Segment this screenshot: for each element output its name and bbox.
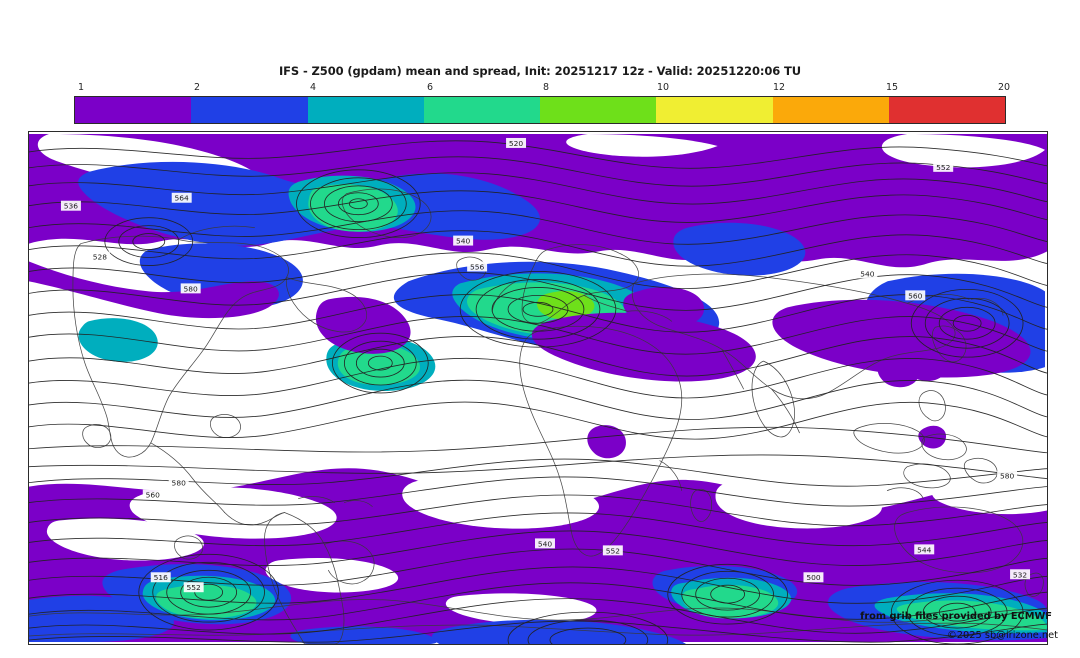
svg-text:540: 540 (456, 237, 471, 246)
colorbar-tick-6: 6 (426, 82, 434, 93)
spread-contour-map: 520 552 564 536 528 540 556 580 540 560 … (29, 132, 1047, 644)
svg-text:552: 552 (187, 583, 201, 592)
data-source-credit: from grib files provided by ECMWF (860, 611, 1052, 622)
svg-text:564: 564 (175, 194, 190, 203)
svg-text:500: 500 (806, 573, 821, 582)
contour-labels: 520 552 564 536 528 540 556 580 540 560 … (60, 137, 1031, 592)
svg-text:544: 544 (917, 545, 932, 554)
colorbar-tick-10: 10 (656, 82, 670, 93)
spread-shading-northern (29, 133, 1047, 391)
colorbar-tick-15: 15 (885, 82, 899, 93)
colorbar-tick-1: 1 (77, 82, 85, 93)
colorbar-tick-labels: 1 2 4 6 8 10 12 15 20 (74, 82, 1010, 98)
colorbar-segment-8-10 (540, 97, 657, 123)
colorbar: 1 2 4 6 8 10 12 15 20 (74, 82, 1010, 128)
colorbar-segment-10-12 (656, 97, 773, 123)
svg-text:556: 556 (470, 262, 485, 271)
svg-text:580: 580 (184, 284, 199, 293)
spread-shading-tropics (587, 355, 947, 459)
colorbar-segment-6-8 (423, 97, 540, 123)
map-panel[interactable]: 520 552 564 536 528 540 556 580 540 560 … (28, 131, 1048, 645)
colorbar-tick-4: 4 (309, 82, 317, 93)
svg-text:528: 528 (93, 253, 108, 262)
colorbar-tick-20: 20 (997, 82, 1011, 93)
svg-text:560: 560 (908, 291, 923, 300)
colorbar-tick-8: 8 (542, 82, 550, 93)
svg-text:536: 536 (64, 202, 79, 211)
svg-text:552: 552 (606, 546, 620, 555)
svg-text:580: 580 (1000, 472, 1015, 481)
svg-text:516: 516 (154, 573, 169, 582)
colorbar-segment-1-2 (75, 97, 192, 123)
svg-text:540: 540 (860, 269, 875, 278)
svg-text:560: 560 (146, 491, 161, 500)
colorbar-segment-15-20 (888, 97, 1005, 123)
colorbar-gradient (74, 96, 1006, 124)
page-title: IFS - Z500 (gpdam) mean and spread, Init… (278, 64, 802, 78)
colorbar-tick-12: 12 (772, 82, 786, 93)
colorbar-segment-2-4 (191, 97, 308, 123)
svg-text:580: 580 (172, 479, 187, 488)
colorbar-segment-4-6 (307, 97, 424, 123)
colorbar-tick-2: 2 (193, 82, 201, 93)
svg-text:540: 540 (538, 539, 553, 548)
svg-text:520: 520 (509, 139, 524, 148)
height-contours (29, 140, 1047, 644)
svg-text:552: 552 (936, 163, 950, 172)
copyright-credit: ©2025 sb@irizone.net (947, 630, 1058, 641)
colorbar-segment-12-15 (772, 97, 889, 123)
svg-text:532: 532 (1013, 570, 1027, 579)
